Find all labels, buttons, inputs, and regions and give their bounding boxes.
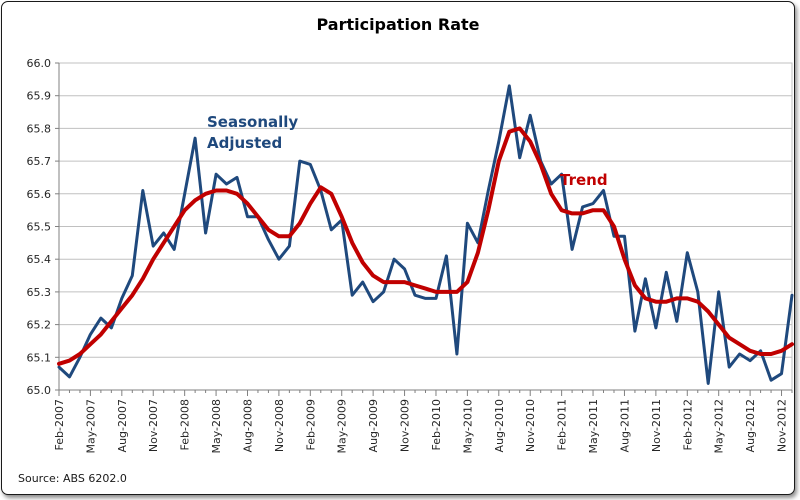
x-tick-label: Nov-2009 (399, 399, 412, 452)
x-tick-label: Feb-2007 (53, 399, 66, 450)
x-tick-label: Aug-2007 (116, 399, 129, 452)
y-tick-label: 65.1 (27, 351, 52, 364)
x-tick-label: Nov-2012 (776, 399, 789, 452)
y-tick-label: 65.9 (27, 90, 52, 103)
x-tick-label: Aug-2008 (241, 399, 254, 452)
x-tick-label: Aug-2012 (744, 399, 757, 452)
y-tick-label: 65.6 (27, 188, 52, 201)
chart-title: Participation Rate (316, 15, 480, 34)
y-tick-label: 66.0 (27, 57, 52, 70)
y-axis-labels: 66.0 65.9 65.8 65.7 65.6 65.5 65.4 65.3 65.2 65.1… (27, 57, 59, 397)
y-tick-label: 65.7 (27, 155, 52, 168)
trend-series-label: Trend (560, 171, 608, 189)
y-tick-label: 65.8 (27, 122, 52, 135)
y-tick-label: 65.3 (27, 286, 52, 299)
x-tick-label: May-2010 (461, 399, 474, 454)
x-tick-label: Nov-2008 (273, 399, 286, 452)
y-tick-label: 65.2 (27, 319, 52, 332)
participation-rate-chart: 66.0 65.9 65.8 65.7 65.6 65.5 65.4 65.3 65.2 65.1… (27, 57, 794, 454)
x-tick-label: Nov-2011 (650, 399, 663, 452)
x-tick-label: Nov-2007 (147, 399, 160, 452)
source-note: Source: ABS 6202.0 (18, 472, 127, 485)
x-tick-label: Aug-2009 (367, 399, 380, 452)
x-tick-label: Aug-2010 (493, 399, 506, 452)
x-tick-label: May-2008 (210, 399, 223, 454)
y-tick-label: 65.4 (27, 253, 52, 266)
trend-line (57, 126, 794, 366)
x-tick-label: May-2012 (713, 399, 726, 454)
x-tick-label: Feb-2010 (430, 399, 443, 450)
sa-label-line1: Seasonally (207, 113, 299, 131)
x-axis-labels: Feb-2007 May-2007 Aug-2007 Nov-2007 Feb-2008… (53, 390, 793, 454)
y-tick-label: 65.5 (27, 221, 52, 234)
x-tick-label: May-2007 (84, 399, 97, 454)
x-tick-label: Feb-2009 (304, 399, 317, 450)
x-tick-label: Feb-2012 (681, 399, 694, 450)
x-tick-label: May-2011 (587, 399, 600, 454)
y-gridlines (59, 62, 792, 391)
x-tick-label: Feb-2008 (179, 399, 192, 450)
x-tick-label: Aug-2011 (618, 399, 631, 452)
x-tick-label: May-2009 (336, 399, 349, 454)
y-tick-label: 65.0 (27, 384, 52, 397)
seasonally-adjusted-series-label: Seasonally Adjusted (207, 112, 298, 154)
x-tick-label: Feb-2011 (556, 399, 569, 450)
x-tick-label: Nov-2010 (524, 399, 537, 452)
sa-label-line2: Adjusted (207, 134, 283, 152)
